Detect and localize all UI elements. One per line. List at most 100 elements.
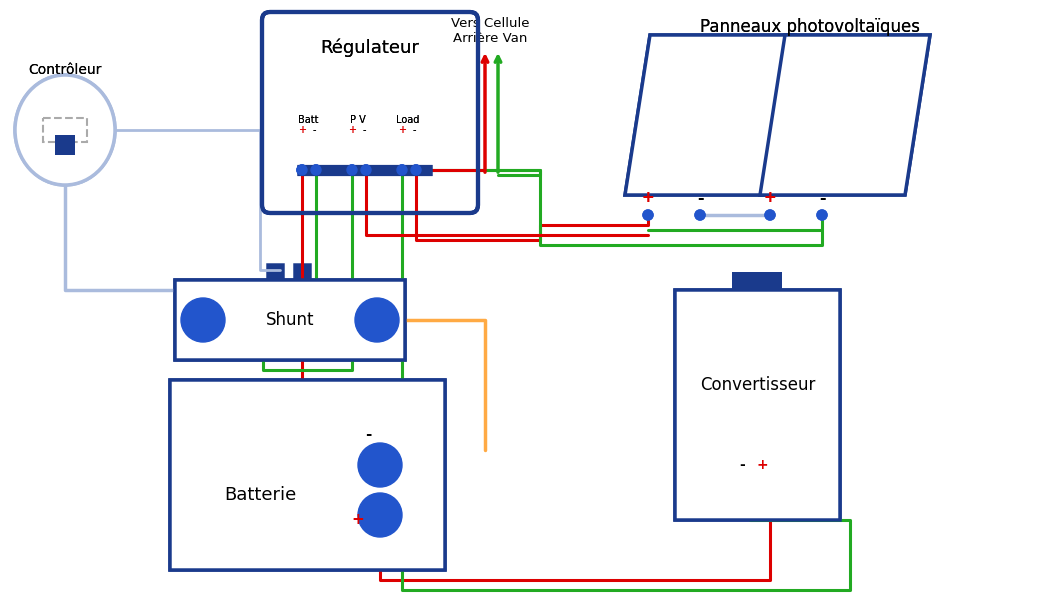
Text: +: + xyxy=(763,190,776,206)
Circle shape xyxy=(181,298,225,342)
Text: Shunt: Shunt xyxy=(266,311,315,329)
FancyBboxPatch shape xyxy=(43,118,87,142)
Text: -: - xyxy=(697,190,704,206)
Circle shape xyxy=(297,165,307,175)
FancyBboxPatch shape xyxy=(268,265,283,280)
Text: +: + xyxy=(642,190,655,206)
Text: Panneaux photovoltaïques: Panneaux photovoltaïques xyxy=(701,18,919,36)
Text: Batt: Batt xyxy=(298,115,318,125)
Text: Batt: Batt xyxy=(298,115,318,125)
Text: Contrôleur: Contrôleur xyxy=(29,63,102,77)
Circle shape xyxy=(396,165,407,175)
FancyBboxPatch shape xyxy=(55,135,75,155)
Circle shape xyxy=(297,165,307,175)
Circle shape xyxy=(695,210,705,220)
Circle shape xyxy=(361,165,371,175)
Circle shape xyxy=(817,210,827,220)
FancyBboxPatch shape xyxy=(675,290,840,520)
Text: -: - xyxy=(739,458,745,472)
Text: -: - xyxy=(697,190,704,206)
Circle shape xyxy=(411,165,421,175)
Circle shape xyxy=(695,210,705,220)
FancyBboxPatch shape xyxy=(745,490,755,520)
Circle shape xyxy=(297,165,307,175)
Text: Convertisseur: Convertisseur xyxy=(699,376,815,394)
Text: +: + xyxy=(352,513,365,528)
Circle shape xyxy=(347,165,357,175)
FancyBboxPatch shape xyxy=(765,490,775,520)
Circle shape xyxy=(355,298,399,342)
FancyBboxPatch shape xyxy=(175,280,405,360)
Text: +: + xyxy=(398,125,406,135)
Text: Batterie: Batterie xyxy=(224,486,297,504)
Circle shape xyxy=(643,210,653,220)
Text: -: - xyxy=(362,125,366,135)
Text: Vers Cellule
Arrière Van: Vers Cellule Arrière Van xyxy=(451,17,529,45)
Text: +: + xyxy=(298,125,306,135)
Circle shape xyxy=(311,165,321,175)
Circle shape xyxy=(358,493,402,537)
Text: -: - xyxy=(819,190,825,206)
Circle shape xyxy=(181,298,225,342)
FancyBboxPatch shape xyxy=(261,12,478,213)
Text: +: + xyxy=(398,125,406,135)
Text: -: - xyxy=(739,458,745,472)
Text: +: + xyxy=(298,125,306,135)
Circle shape xyxy=(347,165,357,175)
Text: -: - xyxy=(362,125,366,135)
Ellipse shape xyxy=(15,75,115,185)
Polygon shape xyxy=(625,35,795,195)
Text: +: + xyxy=(756,458,767,472)
Text: -: - xyxy=(412,125,416,135)
Text: Shunt: Shunt xyxy=(266,311,315,329)
Text: Panneaux photovoltaïques: Panneaux photovoltaïques xyxy=(701,18,919,36)
Polygon shape xyxy=(625,35,795,195)
Circle shape xyxy=(765,210,775,220)
Circle shape xyxy=(765,210,775,220)
Text: +: + xyxy=(352,513,365,528)
Circle shape xyxy=(817,210,827,220)
FancyBboxPatch shape xyxy=(175,280,405,360)
FancyBboxPatch shape xyxy=(296,265,310,280)
Text: -: - xyxy=(819,190,825,206)
Ellipse shape xyxy=(15,75,115,185)
Circle shape xyxy=(355,298,399,342)
Text: -: - xyxy=(313,125,316,135)
Text: +: + xyxy=(348,125,356,135)
Text: -: - xyxy=(412,125,416,135)
Text: +: + xyxy=(763,190,776,206)
Text: +: + xyxy=(348,125,356,135)
Text: Load: Load xyxy=(396,115,420,125)
Circle shape xyxy=(411,165,421,175)
Circle shape xyxy=(311,165,321,175)
Text: Batterie: Batterie xyxy=(224,486,297,504)
Circle shape xyxy=(358,443,402,487)
Circle shape xyxy=(361,165,371,175)
Circle shape xyxy=(311,165,321,175)
Circle shape xyxy=(396,165,407,175)
Polygon shape xyxy=(760,35,930,195)
FancyBboxPatch shape xyxy=(170,380,445,570)
Circle shape xyxy=(361,165,371,175)
FancyBboxPatch shape xyxy=(43,118,87,142)
Circle shape xyxy=(643,210,653,220)
Polygon shape xyxy=(760,35,930,195)
Text: P V: P V xyxy=(350,115,366,125)
Text: -: - xyxy=(313,125,316,135)
FancyBboxPatch shape xyxy=(675,290,840,520)
FancyBboxPatch shape xyxy=(732,272,782,290)
FancyBboxPatch shape xyxy=(170,380,445,570)
Circle shape xyxy=(411,165,421,175)
Circle shape xyxy=(358,443,402,487)
Text: P V: P V xyxy=(350,115,366,125)
Text: Régulateur: Régulateur xyxy=(321,39,420,57)
Text: Régulateur: Régulateur xyxy=(321,39,420,57)
Text: Contrôleur: Contrôleur xyxy=(29,63,102,77)
Text: -: - xyxy=(365,427,371,443)
Text: -: - xyxy=(365,427,371,443)
Circle shape xyxy=(358,493,402,537)
Circle shape xyxy=(347,165,357,175)
Text: Load: Load xyxy=(396,115,420,125)
Text: +: + xyxy=(642,190,655,206)
FancyBboxPatch shape xyxy=(55,135,75,155)
